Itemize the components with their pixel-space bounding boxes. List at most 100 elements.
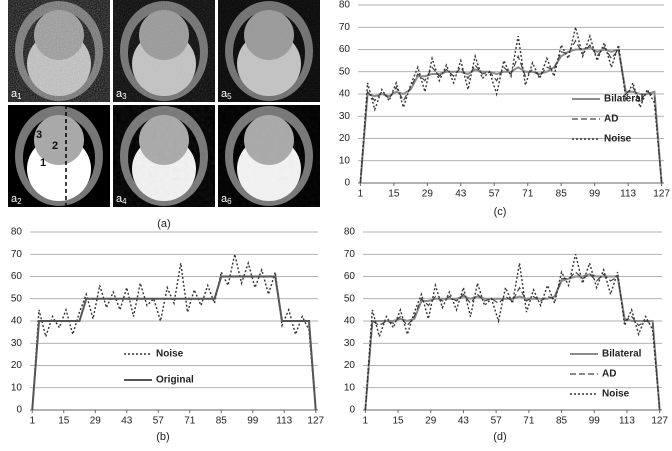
- y-tick-label: 70: [339, 22, 351, 33]
- noise: [218, 0, 320, 102]
- x-tick-label: 43: [121, 416, 133, 427]
- legend-label: AD: [604, 114, 618, 125]
- panel-label: a4: [116, 193, 127, 206]
- series-line: [364, 273, 661, 411]
- x-tick-label: 85: [556, 189, 568, 200]
- panel-label: a3: [116, 88, 127, 101]
- y-tick-label: 30: [339, 111, 351, 122]
- y-tick-label: 10: [11, 382, 23, 393]
- x-tick-label: 15: [388, 189, 400, 200]
- y-tick-label: 40: [11, 316, 23, 327]
- y-tick-label: 40: [344, 316, 356, 327]
- legend-label: Noise: [156, 349, 184, 360]
- caption: (c): [494, 206, 507, 218]
- label-letter: a: [221, 193, 228, 205]
- label-letter: a: [116, 88, 123, 100]
- panel-label: a2: [11, 193, 22, 206]
- legend-label: Bilateral: [604, 94, 644, 105]
- x-tick-label: 85: [216, 416, 228, 427]
- y-tick-label: 20: [11, 360, 23, 371]
- x-tick-label: 127: [651, 416, 668, 427]
- label-index: 6: [227, 197, 232, 206]
- series-line: [359, 46, 663, 184]
- image-cell: a5: [218, 0, 320, 102]
- x-tick-label: 57: [491, 416, 503, 427]
- x-tick-label: 99: [247, 416, 259, 427]
- y-tick-label: 60: [344, 271, 356, 282]
- region-2: [34, 115, 84, 165]
- x-tick-label: 99: [589, 189, 601, 200]
- legend-label: Original: [156, 375, 194, 386]
- y-tick-label: 10: [339, 155, 351, 166]
- x-tick-label: 127: [307, 416, 324, 427]
- image-cell: a6: [218, 105, 320, 207]
- y-tick-label: 50: [344, 293, 356, 304]
- y-tick-label: 80: [344, 227, 356, 238]
- label-index: 4: [122, 197, 127, 206]
- x-tick-label: 1: [358, 189, 364, 200]
- x-tick-label: 43: [458, 416, 470, 427]
- y-tick-label: 0: [344, 178, 350, 189]
- noise: [218, 105, 320, 207]
- x-tick-label: 43: [455, 189, 467, 200]
- x-tick-label: 85: [556, 416, 568, 427]
- x-tick-label: 1: [29, 416, 35, 427]
- legend-label: Noise: [604, 134, 632, 145]
- y-tick-label: 40: [339, 89, 351, 100]
- label-letter: a: [221, 88, 228, 100]
- region-label: 3: [36, 129, 42, 141]
- panel-label: a6: [221, 193, 232, 206]
- label-letter: a: [11, 193, 18, 205]
- x-tick-label: 29: [425, 416, 437, 427]
- legend-label: Noise: [602, 389, 630, 400]
- x-tick-label: 29: [422, 189, 434, 200]
- noise: [8, 0, 110, 102]
- panel-label: a5: [221, 88, 232, 101]
- label-letter: a: [11, 88, 18, 100]
- y-tick-label: 70: [344, 249, 356, 260]
- caption: (a): [157, 218, 170, 230]
- legend-label: AD: [602, 369, 616, 380]
- y-tick-label: 0: [16, 405, 22, 416]
- y-tick-label: 0: [349, 405, 355, 416]
- y-tick-label: 20: [344, 360, 356, 371]
- y-tick-label: 20: [339, 133, 351, 144]
- x-tick-label: 29: [90, 416, 102, 427]
- y-tick-label: 30: [11, 338, 23, 349]
- x-tick-label: 71: [522, 189, 534, 200]
- label-index: 5: [227, 92, 232, 101]
- y-tick-label: 10: [344, 382, 356, 393]
- y-tick-label: 60: [339, 44, 351, 55]
- label-letter: a: [116, 193, 123, 205]
- y-tick-label: 50: [339, 66, 351, 77]
- label-index: 3: [122, 92, 127, 101]
- series-line: [359, 27, 663, 184]
- x-tick-label: 57: [153, 416, 165, 427]
- image-cell: a4: [113, 105, 215, 207]
- label-index: 2: [17, 197, 22, 206]
- x-tick-label: 113: [620, 189, 636, 200]
- series-line: [31, 275, 317, 411]
- x-tick-label: 57: [489, 189, 501, 200]
- x-tick-label: 71: [184, 416, 196, 427]
- series-line: [364, 271, 661, 411]
- y-tick-label: 70: [11, 249, 23, 260]
- caption: (b): [156, 431, 169, 443]
- series-line: [31, 254, 317, 411]
- x-tick-label: 15: [392, 416, 404, 427]
- x-tick-label: 127: [653, 189, 670, 200]
- x-tick-label: 113: [619, 416, 635, 427]
- x-tick-label: 15: [58, 416, 70, 427]
- region-label: 1: [40, 157, 46, 169]
- region-label: 2: [52, 140, 58, 152]
- noise: [113, 105, 215, 207]
- noise: [113, 0, 215, 102]
- x-tick-label: 1: [363, 416, 369, 427]
- x-tick-label: 99: [589, 416, 601, 427]
- caption: (d): [493, 431, 506, 443]
- x-tick-label: 71: [523, 416, 535, 427]
- y-tick-label: 80: [11, 227, 23, 238]
